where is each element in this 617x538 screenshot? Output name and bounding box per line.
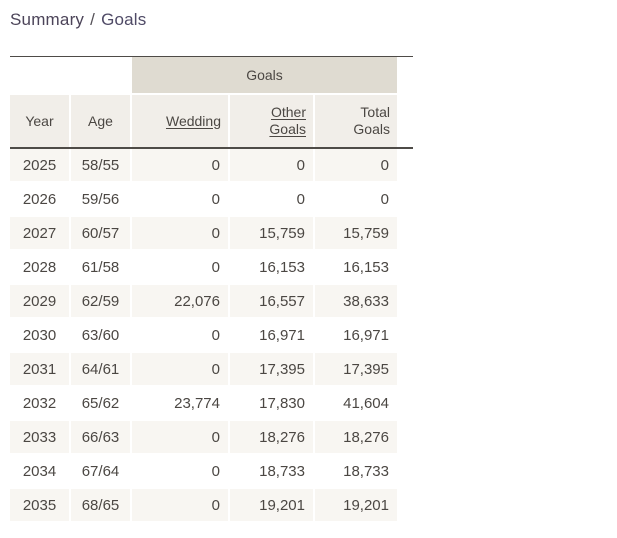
table-row: 2026 59/56 0 0 0 [10,183,397,215]
cell-year: 2028 [10,251,69,283]
cell-other-goals: 16,153 [230,251,313,283]
cell-other-goals: 17,395 [230,353,313,385]
cell-age: 61/58 [71,251,130,283]
cell-age: 63/60 [71,319,130,351]
cell-other-goals: 16,557 [230,285,313,317]
cell-total-goals: 17,395 [315,353,397,385]
cell-year: 2027 [10,217,69,249]
table-row: 2031 64/61 0 17,395 17,395 [10,353,397,385]
cell-year: 2034 [10,455,69,487]
cell-other-goals: 15,759 [230,217,313,249]
breadcrumb-separator: / [90,10,96,29]
cell-other-goals: 18,733 [230,455,313,487]
cell-age: 60/57 [71,217,130,249]
cell-year: 2035 [10,489,69,521]
column-header-total-goals: Total Goals [315,95,397,147]
table-row: 2029 62/59 22,076 16,557 38,633 [10,285,397,317]
header-bottom-rule [10,147,413,149]
breadcrumb: Summary / Goals [10,9,147,30]
table-row: 2028 61/58 0 16,153 16,153 [10,251,397,283]
group-header-spacer [10,57,130,93]
cell-wedding: 23,774 [132,387,228,419]
wedding-header-label[interactable]: Wedding [165,112,221,129]
column-header-wedding[interactable]: Wedding [132,95,228,147]
age-header-label: Age [88,112,113,129]
cell-wedding: 0 [132,183,228,215]
cell-wedding: 0 [132,455,228,487]
cell-other-goals: 0 [230,183,313,215]
cell-age: 66/63 [71,421,130,453]
year-header-label: Year [25,112,54,129]
cell-wedding: 0 [132,251,228,283]
cell-total-goals: 19,201 [315,489,397,521]
breadcrumb-summary-link[interactable]: Summary [10,10,85,29]
cell-year: 2033 [10,421,69,453]
cell-other-goals: 17,830 [230,387,313,419]
group-header-row: Goals [10,57,397,93]
goals-table: Goals Year Age Wedding Other Goals Total Goa… [10,56,413,523]
table-row: 2033 66/63 0 18,276 18,276 [10,421,397,453]
cell-wedding: 0 [132,489,228,521]
column-header-age: Age [71,95,130,147]
cell-age: 65/62 [71,387,130,419]
cell-wedding: 0 [132,217,228,249]
table-row: 2027 60/57 0 15,759 15,759 [10,217,397,249]
cell-year: 2030 [10,319,69,351]
column-header-row: Year Age Wedding Other Goals Total Goals [10,95,397,147]
cell-total-goals: 15,759 [315,217,397,249]
cell-year: 2026 [10,183,69,215]
breadcrumb-current-goals: Goals [101,10,147,29]
cell-total-goals: 16,153 [315,251,397,283]
cell-total-goals: 18,276 [315,421,397,453]
cell-wedding: 0 [132,149,228,181]
cell-total-goals: 18,733 [315,455,397,487]
table-body: 2025 58/55 0 0 0 2026 59/56 0 0 0 2027 60/57 0 15,759… [10,149,413,521]
cell-age: 64/61 [71,353,130,385]
cell-wedding: 0 [132,353,228,385]
other-goals-header-label[interactable]: Other Goals [269,104,306,137]
column-header-year: Year [10,95,69,147]
cell-age: 62/59 [71,285,130,317]
cell-age: 59/56 [71,183,130,215]
cell-wedding: 0 [132,421,228,453]
cell-wedding: 22,076 [132,285,228,317]
total-goals-header-label: Total Goals [353,104,390,137]
goals-group-header: Goals [132,57,397,93]
cell-total-goals: 0 [315,183,397,215]
table-row: 2025 58/55 0 0 0 [10,149,397,181]
cell-total-goals: 41,604 [315,387,397,419]
cell-year: 2032 [10,387,69,419]
cell-total-goals: 16,971 [315,319,397,351]
cell-age: 68/65 [71,489,130,521]
cell-age: 58/55 [71,149,130,181]
cell-year: 2031 [10,353,69,385]
cell-total-goals: 0 [315,149,397,181]
table-row: 2034 67/64 0 18,733 18,733 [10,455,397,487]
table-row: 2030 63/60 0 16,971 16,971 [10,319,397,351]
table-top-rule [10,56,413,57]
table-row: 2035 68/65 0 19,201 19,201 [10,489,397,521]
cell-other-goals: 19,201 [230,489,313,521]
column-header-other-goals[interactable]: Other Goals [230,95,313,147]
cell-other-goals: 16,971 [230,319,313,351]
cell-year: 2025 [10,149,69,181]
cell-wedding: 0 [132,319,228,351]
table-row: 2032 65/62 23,774 17,830 41,604 [10,387,397,419]
cell-age: 67/64 [71,455,130,487]
cell-other-goals: 0 [230,149,313,181]
cell-other-goals: 18,276 [230,421,313,453]
cell-total-goals: 38,633 [315,285,397,317]
cell-year: 2029 [10,285,69,317]
